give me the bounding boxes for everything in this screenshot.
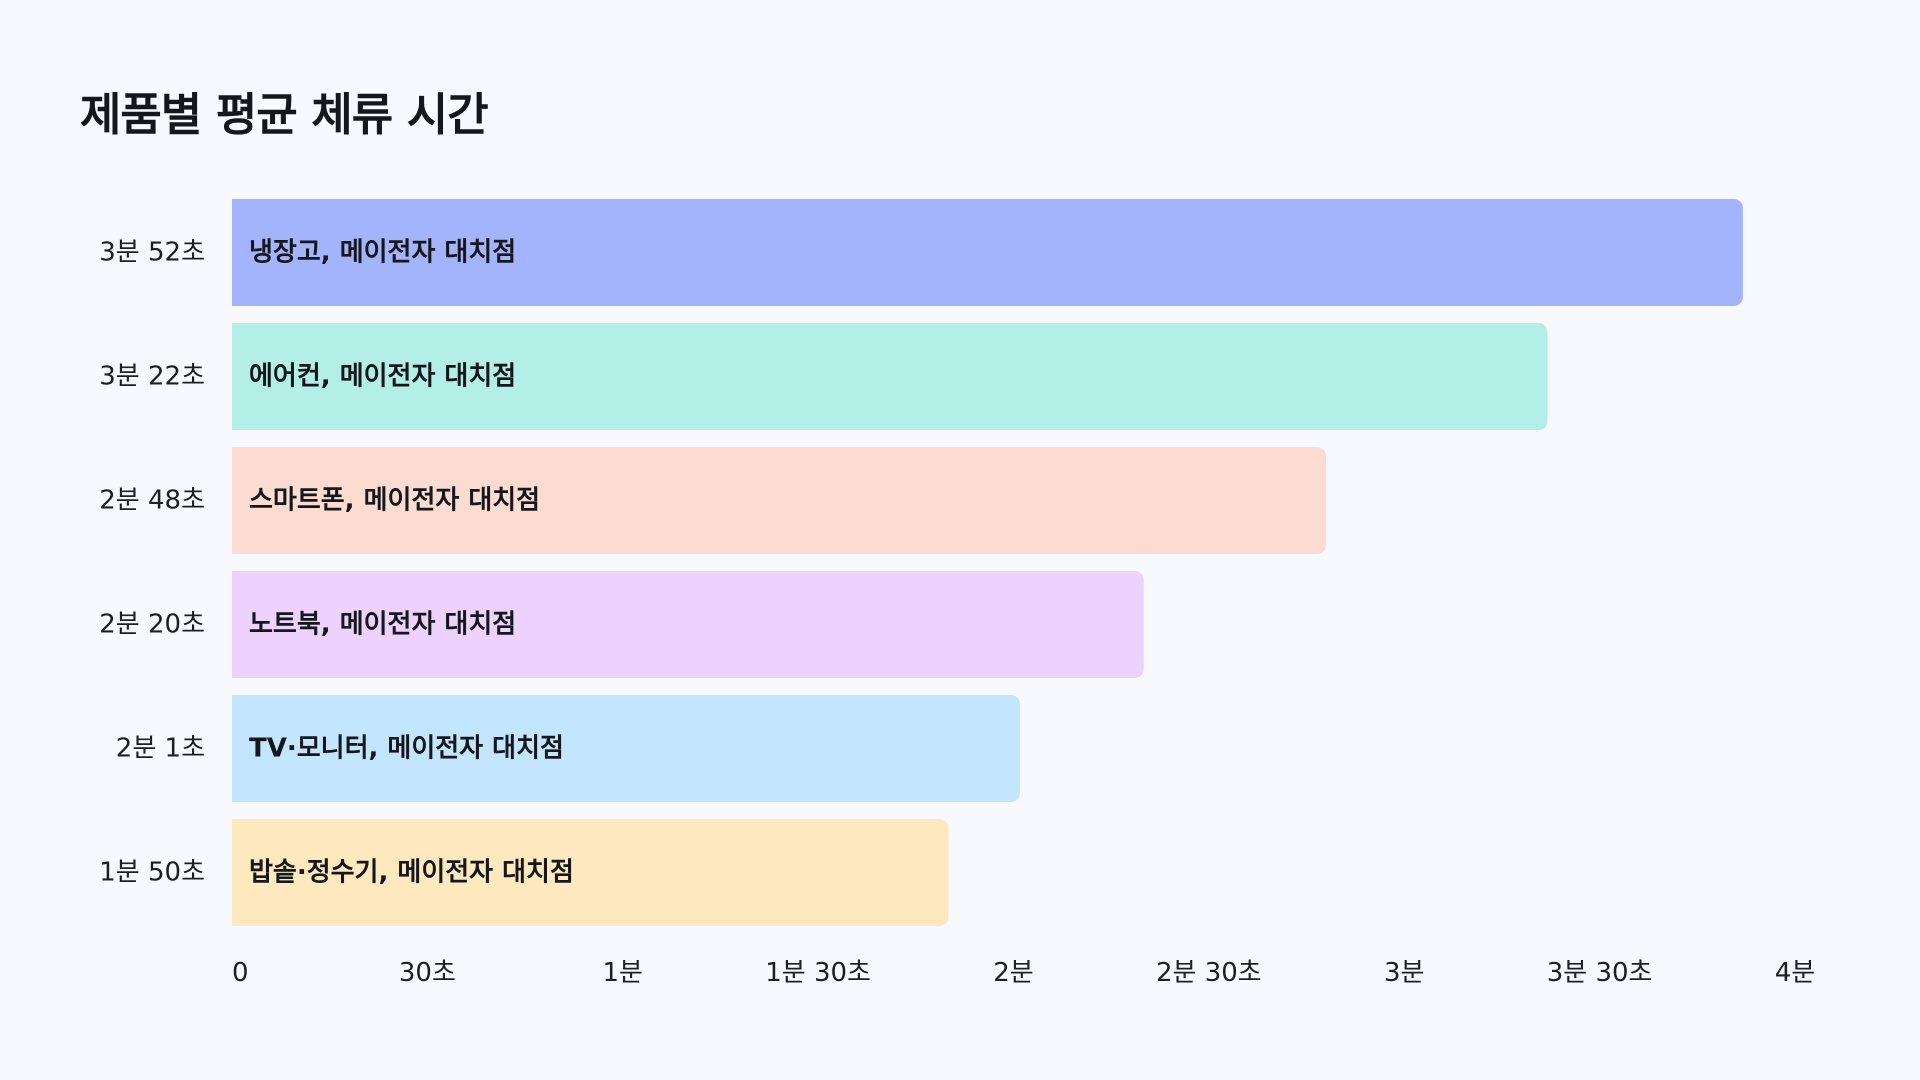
x-tick-label: 4분	[1775, 958, 1815, 988]
bar	[232, 695, 1021, 802]
bar-category-label: 밥솥·정수기, 메이전자 대치점	[249, 858, 574, 888]
bar-category-label: 에어컨, 메이전자 대치점	[249, 362, 516, 392]
bar-left-edge	[232, 819, 244, 926]
bar-category-label: 스마트폰, 메이전자 대치점	[249, 486, 540, 516]
x-tick-label: 1분 30초	[765, 958, 871, 988]
bar-category-label: 노트북, 메이전자 대치점	[249, 610, 516, 640]
bar-left-edge	[232, 571, 244, 678]
bar-left-edge	[232, 447, 244, 554]
x-axis: 0 30초 1분 1분 30초 2분 2분 30초 3분 3분 30초 4분	[232, 958, 1815, 988]
bar-value-label: 3분 52초	[99, 238, 205, 268]
value-labels-group: 3분 52초 3분 22초 2분 48초 2분 20초 2분 1초 1분 50초	[99, 238, 205, 888]
bar-value-label: 2분 48초	[99, 486, 205, 516]
bar-value-label: 2분 20초	[99, 610, 205, 640]
bar-left-edge	[232, 695, 244, 802]
bar	[232, 819, 949, 926]
bar-value-label: 1분 50초	[99, 858, 205, 888]
x-tick-label: 30초	[399, 958, 456, 988]
bar-left-edge	[232, 199, 244, 306]
x-tick-label: 3분	[1384, 958, 1424, 988]
bar-value-label: 3분 22초	[99, 362, 205, 392]
bar-category-label: TV·모니터, 메이전자 대치점	[249, 734, 564, 764]
x-tick-label: 2분	[993, 958, 1033, 988]
x-tick-label: 2분 30초	[1156, 958, 1262, 988]
bar-category-label: 냉장고, 메이전자 대치점	[249, 238, 516, 268]
bar-value-label: 2분 1초	[116, 734, 205, 764]
chart-title: 제품별 평균 체류 시간	[80, 88, 489, 141]
bar-left-edge	[232, 323, 244, 430]
bar	[232, 571, 1144, 678]
bar	[232, 447, 1327, 554]
bar	[232, 199, 1743, 306]
x-tick-label: 3분 30초	[1547, 958, 1653, 988]
bar	[232, 323, 1548, 430]
x-tick-label: 1분	[603, 958, 643, 988]
x-tick-label: 0	[232, 958, 249, 988]
